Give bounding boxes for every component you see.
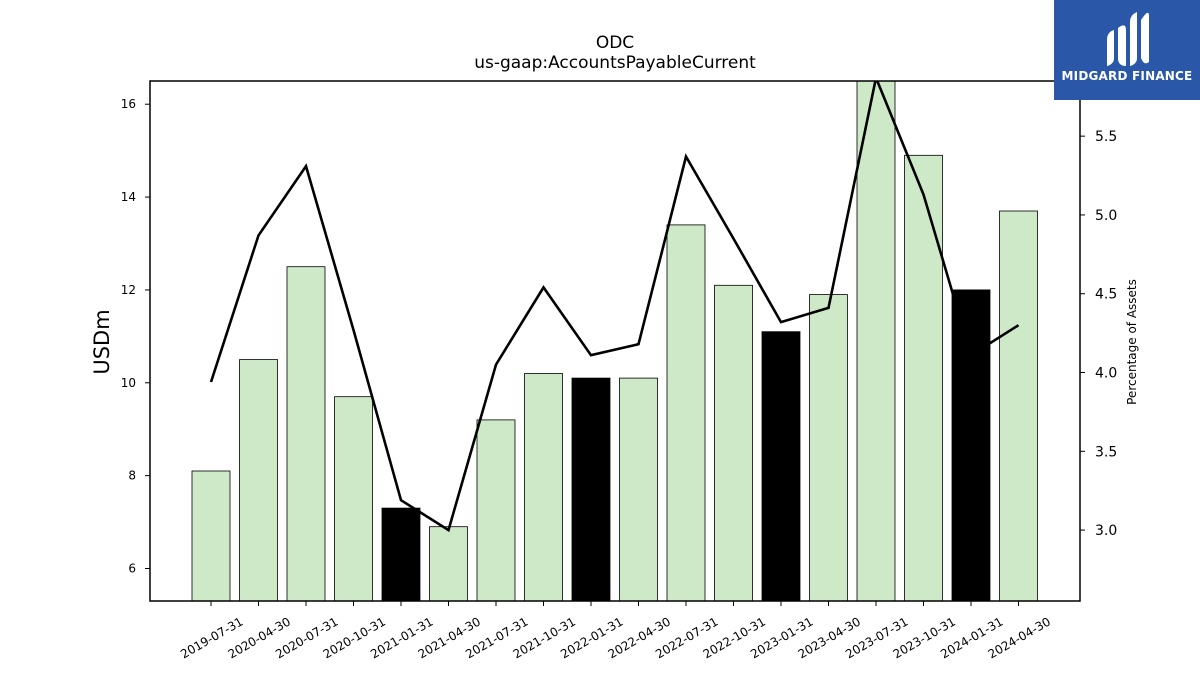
bar <box>381 507 421 602</box>
y-axis-label: USDm <box>90 309 114 374</box>
chart-title: ODC <box>596 33 634 53</box>
bar <box>856 80 896 602</box>
bar <box>809 294 848 602</box>
y-tick-label: 6 <box>128 562 136 576</box>
bar <box>286 266 326 602</box>
bar <box>429 526 468 602</box>
y-tick-label: 8 <box>128 469 136 483</box>
y-tick-label: 16 <box>121 97 136 111</box>
bar <box>239 359 278 602</box>
brand-logo: MIDGARD FINANCE <box>1054 0 1200 100</box>
bar <box>714 284 753 602</box>
series-line <box>209 81 1020 533</box>
bar <box>666 224 706 602</box>
bar <box>999 210 1038 602</box>
plot-frame <box>149 80 1081 602</box>
y2-tick-label: 5.5 <box>1095 129 1117 145</box>
chart-subtitle: us-gaap:AccountsPayableCurrent <box>474 53 756 73</box>
y2-tick-label: 4.0 <box>1095 366 1117 382</box>
plot-area: 68101214163.03.54.04.55.05.52019-07-3120… <box>121 80 1117 661</box>
bar <box>619 377 658 602</box>
y-tick-label: 12 <box>121 283 136 297</box>
bar <box>191 470 231 602</box>
bar <box>524 373 563 602</box>
bar <box>571 377 611 602</box>
y-tick-label: 14 <box>121 190 136 204</box>
bar <box>761 331 801 602</box>
bar <box>476 419 516 602</box>
y2-tick-label: 4.5 <box>1095 287 1117 303</box>
y2-tick-label: 3.5 <box>1095 444 1117 460</box>
y2-tick-label: 3.0 <box>1095 523 1117 539</box>
bar <box>951 289 991 602</box>
bar <box>904 154 943 602</box>
logo-mark-icon <box>1107 12 1149 66</box>
y2-axis-label: Percentage of Assets <box>1125 279 1139 405</box>
y-tick-label: 10 <box>121 376 136 390</box>
brand-name: MIDGARD FINANCE <box>1061 69 1193 83</box>
bar <box>334 396 373 602</box>
y2-tick-label: 5.0 <box>1095 208 1117 224</box>
